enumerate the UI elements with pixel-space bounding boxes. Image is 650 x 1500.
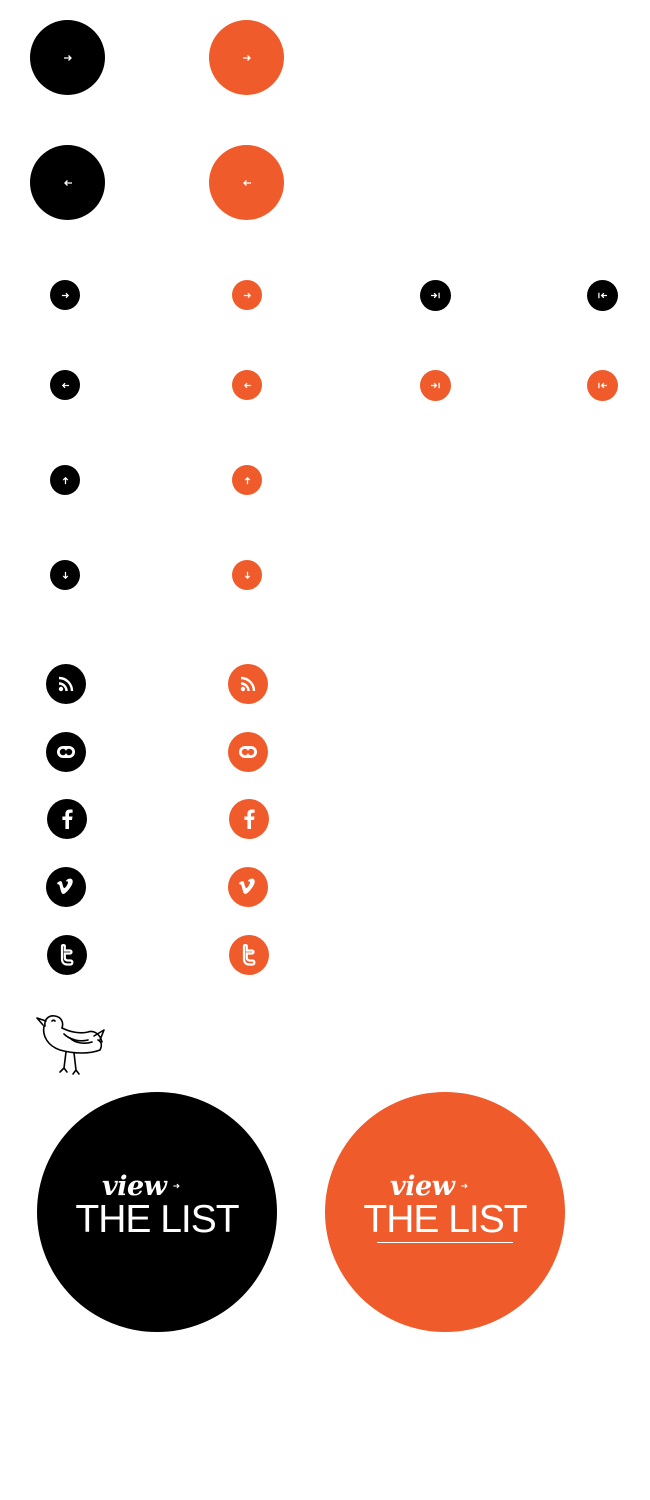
arrow-right-icon xyxy=(173,1183,181,1189)
view-text: view xyxy=(390,1170,455,1202)
arrow-up-icon xyxy=(244,476,250,484)
arrow-down-icon xyxy=(62,571,68,579)
rss-button-black[interactable] xyxy=(46,664,86,704)
arrow-right-icon xyxy=(243,292,251,298)
skip-to-start-icon xyxy=(598,292,607,299)
facebook-icon xyxy=(244,809,255,829)
link-underline xyxy=(377,1242,513,1243)
arrow-left-button-large-orange[interactable] xyxy=(209,145,284,220)
flickr-button-orange[interactable] xyxy=(228,732,268,772)
arrow-down-icon xyxy=(244,571,250,579)
flickr-button-black[interactable] xyxy=(46,732,86,772)
arrow-up-button-orange[interactable] xyxy=(232,465,262,495)
flickr-icon xyxy=(239,746,257,758)
arrow-left-icon xyxy=(61,382,69,388)
arrow-left-icon xyxy=(63,179,72,186)
view-text: view xyxy=(102,1170,167,1202)
skip-to-start-button-black[interactable] xyxy=(587,280,618,311)
arrow-right-button-small-orange[interactable] xyxy=(232,280,262,310)
view-list-label: view THE LIST xyxy=(325,1166,565,1240)
skip-to-start-icon xyxy=(598,382,607,389)
twitter-icon xyxy=(60,944,74,966)
arrow-left-icon xyxy=(242,179,251,186)
flickr-icon xyxy=(57,746,75,758)
arrow-left-button-large-black[interactable] xyxy=(30,145,105,220)
arrow-right-icon xyxy=(63,54,72,61)
arrow-left-button-small-black[interactable] xyxy=(50,370,80,400)
arrow-down-button-black[interactable] xyxy=(50,560,80,590)
facebook-button-black[interactable] xyxy=(47,799,87,839)
arrow-right-button-large-orange[interactable] xyxy=(209,20,284,95)
skip-to-end-button-black[interactable] xyxy=(420,280,451,311)
rss-icon xyxy=(240,676,256,692)
skip-to-start-button-orange[interactable] xyxy=(587,370,618,401)
the-list-text: THE LIST xyxy=(363,1198,527,1241)
rss-icon xyxy=(58,676,74,692)
rss-button-orange[interactable] xyxy=(228,664,268,704)
arrow-up-icon xyxy=(62,476,68,484)
view-list-label: view THE LIST xyxy=(37,1166,277,1240)
arrow-right-icon xyxy=(242,54,251,61)
view-list-button-orange[interactable]: view THE LIST xyxy=(325,1092,565,1332)
skip-to-end-icon xyxy=(431,292,440,299)
vimeo-button-black[interactable] xyxy=(46,867,86,907)
arrow-right-icon xyxy=(61,292,69,298)
facebook-button-orange[interactable] xyxy=(229,799,269,839)
arrow-right-button-large-black[interactable] xyxy=(30,20,105,95)
twitter-button-black[interactable] xyxy=(47,935,87,975)
skip-to-end-button-orange[interactable] xyxy=(420,370,451,401)
vimeo-button-orange[interactable] xyxy=(228,867,268,907)
skip-to-end-icon xyxy=(431,382,440,389)
arrow-right-icon xyxy=(461,1183,469,1189)
arrow-down-button-orange[interactable] xyxy=(232,560,262,590)
arrow-right-button-small-black[interactable] xyxy=(50,280,80,310)
arrow-left-button-small-orange[interactable] xyxy=(232,370,262,400)
facebook-icon xyxy=(62,809,73,829)
vimeo-icon xyxy=(239,878,255,894)
arrow-up-button-black[interactable] xyxy=(50,465,80,495)
twitter-button-orange[interactable] xyxy=(229,935,269,975)
bird-icon xyxy=(36,1015,105,1075)
twitter-icon xyxy=(242,944,256,966)
the-list-text: THE LIST xyxy=(75,1198,239,1241)
bird-mascot xyxy=(34,1010,106,1083)
arrow-left-icon xyxy=(243,382,251,388)
vimeo-icon xyxy=(57,878,73,894)
view-list-button-black[interactable]: view THE LIST xyxy=(37,1092,277,1332)
